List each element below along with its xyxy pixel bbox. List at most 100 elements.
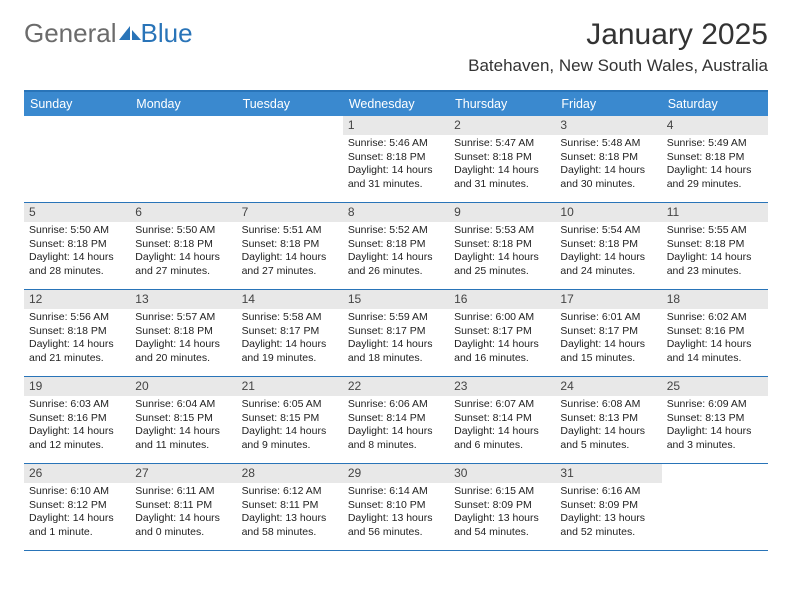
location-subtitle: Batehaven, New South Wales, Australia [468, 56, 768, 76]
sunrise-line: Sunrise: 5:48 AM [560, 137, 656, 150]
day-detail: Sunrise: 6:01 AMSunset: 8:17 PMDaylight:… [555, 309, 661, 365]
sunrise-line: Sunrise: 5:58 AM [242, 311, 338, 324]
day-detail: Sunrise: 6:12 AMSunset: 8:11 PMDaylight:… [237, 483, 343, 539]
daylight-line: Daylight: 13 hours and 56 minutes. [348, 512, 444, 539]
sunrise-line: Sunrise: 6:04 AM [135, 398, 231, 411]
sunrise-line: Sunrise: 6:11 AM [135, 485, 231, 498]
sunset-line: Sunset: 8:14 PM [454, 412, 550, 425]
day-number: 21 [237, 377, 343, 396]
day-number: 23 [449, 377, 555, 396]
week-row: 19Sunrise: 6:03 AMSunset: 8:16 PMDayligh… [24, 377, 768, 464]
daylight-line: Daylight: 14 hours and 31 minutes. [454, 164, 550, 191]
day-detail: Sunrise: 5:53 AMSunset: 8:18 PMDaylight:… [449, 222, 555, 278]
day-cell [24, 116, 130, 202]
sunrise-line: Sunrise: 5:59 AM [348, 311, 444, 324]
weekday-header: Friday [555, 92, 661, 116]
sunrise-line: Sunrise: 6:08 AM [560, 398, 656, 411]
sunrise-line: Sunrise: 5:50 AM [135, 224, 231, 237]
sunset-line: Sunset: 8:17 PM [348, 325, 444, 338]
day-cell: 8Sunrise: 5:52 AMSunset: 8:18 PMDaylight… [343, 203, 449, 289]
sunset-line: Sunset: 8:13 PM [560, 412, 656, 425]
day-number [237, 116, 343, 120]
day-number: 12 [24, 290, 130, 309]
day-detail: Sunrise: 5:49 AMSunset: 8:18 PMDaylight:… [662, 135, 768, 191]
day-cell: 2Sunrise: 5:47 AMSunset: 8:18 PMDaylight… [449, 116, 555, 202]
day-detail: Sunrise: 6:06 AMSunset: 8:14 PMDaylight:… [343, 396, 449, 452]
day-cell: 1Sunrise: 5:46 AMSunset: 8:18 PMDaylight… [343, 116, 449, 202]
day-cell: 17Sunrise: 6:01 AMSunset: 8:17 PMDayligh… [555, 290, 661, 376]
day-detail: Sunrise: 6:03 AMSunset: 8:16 PMDaylight:… [24, 396, 130, 452]
day-number: 27 [130, 464, 236, 483]
daylight-line: Daylight: 14 hours and 29 minutes. [667, 164, 763, 191]
day-cell: 3Sunrise: 5:48 AMSunset: 8:18 PMDaylight… [555, 116, 661, 202]
weekday-header: Thursday [449, 92, 555, 116]
day-detail: Sunrise: 5:56 AMSunset: 8:18 PMDaylight:… [24, 309, 130, 365]
day-cell: 21Sunrise: 6:05 AMSunset: 8:15 PMDayligh… [237, 377, 343, 463]
sunset-line: Sunset: 8:18 PM [667, 151, 763, 164]
sunrise-line: Sunrise: 6:01 AM [560, 311, 656, 324]
sunset-line: Sunset: 8:18 PM [348, 238, 444, 251]
day-cell: 31Sunrise: 6:16 AMSunset: 8:09 PMDayligh… [555, 464, 661, 550]
day-detail: Sunrise: 6:02 AMSunset: 8:16 PMDaylight:… [662, 309, 768, 365]
day-number: 19 [24, 377, 130, 396]
day-number: 9 [449, 203, 555, 222]
weekday-header: Saturday [662, 92, 768, 116]
daylight-line: Daylight: 14 hours and 5 minutes. [560, 425, 656, 452]
day-cell: 20Sunrise: 6:04 AMSunset: 8:15 PMDayligh… [130, 377, 236, 463]
sunset-line: Sunset: 8:16 PM [667, 325, 763, 338]
day-cell: 13Sunrise: 5:57 AMSunset: 8:18 PMDayligh… [130, 290, 236, 376]
sunset-line: Sunset: 8:10 PM [348, 499, 444, 512]
logo-text-2: Blue [141, 18, 193, 49]
day-number: 24 [555, 377, 661, 396]
daylight-line: Daylight: 14 hours and 20 minutes. [135, 338, 231, 365]
day-cell: 4Sunrise: 5:49 AMSunset: 8:18 PMDaylight… [662, 116, 768, 202]
day-detail: Sunrise: 5:46 AMSunset: 8:18 PMDaylight:… [343, 135, 449, 191]
sunrise-line: Sunrise: 5:49 AM [667, 137, 763, 150]
day-cell: 22Sunrise: 6:06 AMSunset: 8:14 PMDayligh… [343, 377, 449, 463]
sunset-line: Sunset: 8:15 PM [135, 412, 231, 425]
day-detail: Sunrise: 5:58 AMSunset: 8:17 PMDaylight:… [237, 309, 343, 365]
sunset-line: Sunset: 8:11 PM [242, 499, 338, 512]
day-number: 7 [237, 203, 343, 222]
day-detail: Sunrise: 5:47 AMSunset: 8:18 PMDaylight:… [449, 135, 555, 191]
sunset-line: Sunset: 8:18 PM [348, 151, 444, 164]
day-number: 29 [343, 464, 449, 483]
daylight-line: Daylight: 13 hours and 52 minutes. [560, 512, 656, 539]
daylight-line: Daylight: 14 hours and 26 minutes. [348, 251, 444, 278]
sunrise-line: Sunrise: 5:55 AM [667, 224, 763, 237]
day-cell: 29Sunrise: 6:14 AMSunset: 8:10 PMDayligh… [343, 464, 449, 550]
daylight-line: Daylight: 14 hours and 9 minutes. [242, 425, 338, 452]
month-title: January 2025 [468, 18, 768, 52]
weekday-header: Wednesday [343, 92, 449, 116]
daylight-line: Daylight: 14 hours and 8 minutes. [348, 425, 444, 452]
day-detail: Sunrise: 6:11 AMSunset: 8:11 PMDaylight:… [130, 483, 236, 539]
day-number: 15 [343, 290, 449, 309]
week-row: 1Sunrise: 5:46 AMSunset: 8:18 PMDaylight… [24, 116, 768, 203]
sunrise-line: Sunrise: 6:02 AM [667, 311, 763, 324]
day-number: 2 [449, 116, 555, 135]
week-row: 12Sunrise: 5:56 AMSunset: 8:18 PMDayligh… [24, 290, 768, 377]
daylight-line: Daylight: 13 hours and 58 minutes. [242, 512, 338, 539]
daylight-line: Daylight: 14 hours and 19 minutes. [242, 338, 338, 365]
sunrise-line: Sunrise: 6:00 AM [454, 311, 550, 324]
day-cell: 7Sunrise: 5:51 AMSunset: 8:18 PMDaylight… [237, 203, 343, 289]
day-cell: 6Sunrise: 5:50 AMSunset: 8:18 PMDaylight… [130, 203, 236, 289]
sunset-line: Sunset: 8:15 PM [242, 412, 338, 425]
sunrise-line: Sunrise: 6:09 AM [667, 398, 763, 411]
sunset-line: Sunset: 8:18 PM [135, 238, 231, 251]
day-cell: 12Sunrise: 5:56 AMSunset: 8:18 PMDayligh… [24, 290, 130, 376]
day-detail: Sunrise: 6:07 AMSunset: 8:14 PMDaylight:… [449, 396, 555, 452]
day-detail: Sunrise: 5:55 AMSunset: 8:18 PMDaylight:… [662, 222, 768, 278]
sunset-line: Sunset: 8:17 PM [454, 325, 550, 338]
sunrise-line: Sunrise: 5:54 AM [560, 224, 656, 237]
day-cell: 27Sunrise: 6:11 AMSunset: 8:11 PMDayligh… [130, 464, 236, 550]
daylight-line: Daylight: 14 hours and 15 minutes. [560, 338, 656, 365]
day-number: 13 [130, 290, 236, 309]
day-detail: Sunrise: 5:48 AMSunset: 8:18 PMDaylight:… [555, 135, 661, 191]
day-detail: Sunrise: 5:54 AMSunset: 8:18 PMDaylight:… [555, 222, 661, 278]
weekday-header-row: SundayMondayTuesdayWednesdayThursdayFrid… [24, 92, 768, 116]
daylight-line: Daylight: 14 hours and 27 minutes. [135, 251, 231, 278]
logo-sail-icon [119, 18, 141, 49]
daylight-line: Daylight: 14 hours and 21 minutes. [29, 338, 125, 365]
day-detail: Sunrise: 6:08 AMSunset: 8:13 PMDaylight:… [555, 396, 661, 452]
